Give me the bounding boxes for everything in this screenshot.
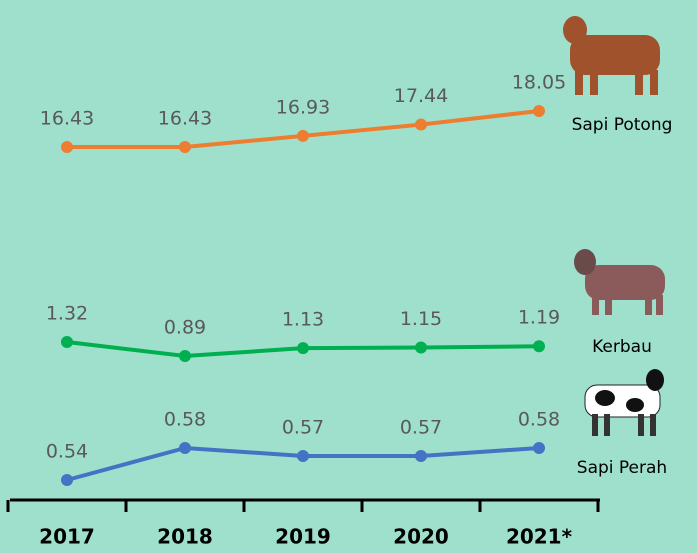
legend-label: Sapi Perah (577, 458, 667, 478)
data-label: 1.13 (282, 309, 324, 331)
x-tick-label: 2020 (393, 525, 449, 549)
data-label: 0.58 (164, 409, 206, 431)
data-point (533, 105, 545, 117)
x-tick-label: 2021* (506, 525, 573, 549)
data-point (533, 340, 545, 353)
icon-sapi-perah (584, 369, 664, 436)
data-label: 16.43 (40, 108, 94, 130)
data-label: 17.44 (394, 85, 448, 107)
data-point (415, 450, 427, 462)
x-tick-label: 2017 (39, 525, 95, 549)
data-label: 1.32 (46, 303, 88, 325)
data-label: 0.54 (46, 441, 88, 463)
data-point (415, 118, 427, 131)
legend-label: Kerbau (592, 337, 652, 357)
data-point (297, 129, 309, 142)
data-label: 18.05 (512, 72, 566, 94)
data-point (61, 141, 73, 153)
data-point (415, 341, 427, 354)
data-point (179, 442, 191, 454)
axis-ticks (6, 500, 600, 512)
legend-label: Sapi Potong (572, 115, 673, 135)
data-label: 0.57 (282, 417, 324, 439)
data-label: 16.43 (158, 108, 212, 130)
data-point (179, 141, 191, 153)
data-point (297, 342, 309, 355)
data-label: 0.58 (518, 409, 560, 431)
data-point (61, 474, 73, 486)
data-label: 0.89 (164, 317, 206, 339)
x-tick-label: 2018 (157, 525, 213, 549)
data-label: 16.93 (276, 96, 330, 118)
data-point (61, 336, 73, 348)
data-point (297, 450, 309, 462)
x-tick-label: 2019 (275, 525, 331, 549)
icon-sapi-potong (563, 16, 660, 95)
data-label: 1.15 (400, 308, 442, 330)
data-point (533, 442, 545, 454)
data-point (179, 350, 191, 362)
data-label: 1.19 (518, 307, 560, 329)
data-label: 0.57 (400, 417, 442, 439)
icon-kerbau (574, 249, 665, 315)
